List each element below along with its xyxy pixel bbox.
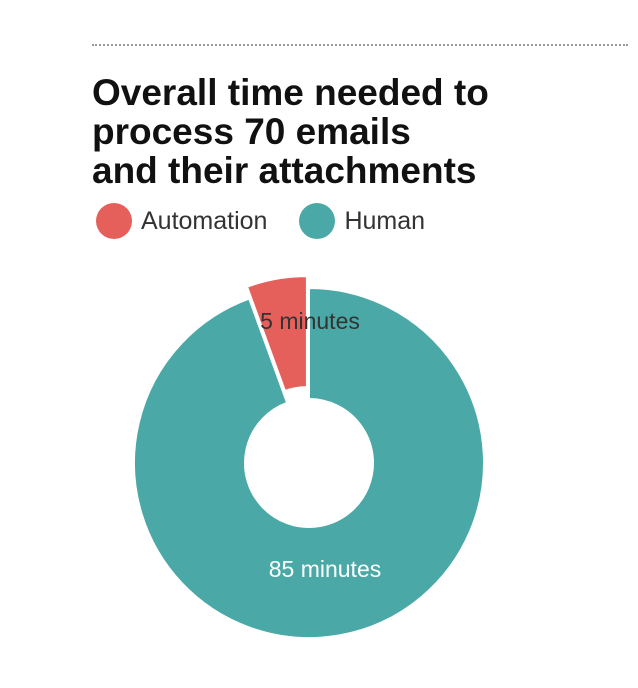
slice-automation [245,275,308,393]
legend-item-automation: Automation [96,203,267,239]
chart-title: Overall time needed to process 70 emails… [92,73,612,190]
legend-label-automation: Automation [141,206,268,235]
data-label-automation: 5 minutes [260,308,360,334]
dotted-divider [92,44,628,46]
data-label-human: 85 minutes [269,556,382,582]
legend-item-human: Human [299,203,425,239]
chart-legend: Automation Human [96,202,457,240]
legend-label-human: Human [344,206,426,235]
chart-title-line-3: and their attachments [92,150,477,191]
legend-swatch-human [299,203,336,239]
chart-title-line-2: process 70 emails [92,111,411,152]
legend-swatch-automation [96,203,132,239]
slice-human [133,286,485,639]
chart-title-line-1: Overall time needed to [92,72,489,113]
